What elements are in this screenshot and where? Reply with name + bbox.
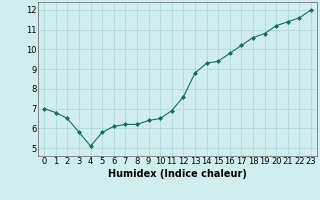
X-axis label: Humidex (Indice chaleur): Humidex (Indice chaleur)	[108, 169, 247, 179]
